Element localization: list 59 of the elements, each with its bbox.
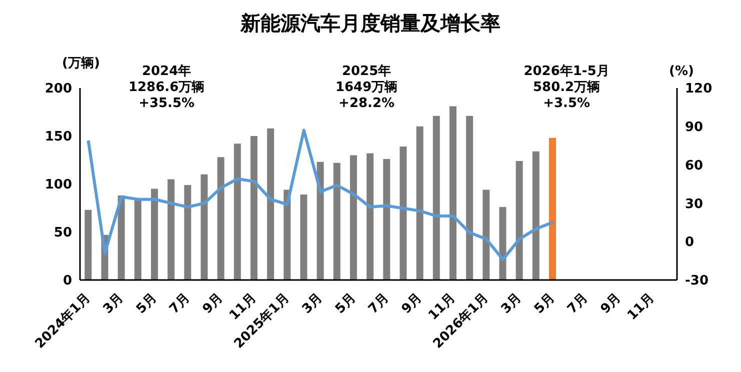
chart-title: 新能源汽车月度销量及增长率 xyxy=(239,10,502,37)
bar xyxy=(449,106,456,280)
y2-tick-label: 120 xyxy=(685,82,712,97)
bar xyxy=(168,179,175,280)
bar xyxy=(234,144,241,280)
bar xyxy=(400,146,407,280)
bar xyxy=(532,151,540,280)
bar xyxy=(217,157,224,280)
bar xyxy=(416,126,424,280)
y-tick-label: 100 xyxy=(44,178,72,193)
bar xyxy=(316,162,324,280)
y-tick-label: 200 xyxy=(44,82,72,97)
y-tick-label: 0 xyxy=(62,274,72,289)
bar xyxy=(250,136,258,280)
y2-tick-label: 60 xyxy=(685,158,704,174)
bar xyxy=(548,138,556,280)
x-tick-label: 9月 xyxy=(200,290,226,317)
x-tick-label: 5月 xyxy=(134,290,160,317)
y-axis-title: (万辆) xyxy=(62,55,100,72)
x-tick-label: 3月 xyxy=(100,290,127,317)
bar xyxy=(184,184,192,280)
bar xyxy=(118,196,125,280)
y2-axis-title: (%) xyxy=(669,64,694,79)
bar xyxy=(366,153,374,280)
y-tick-label: 50 xyxy=(54,226,72,241)
bar xyxy=(267,128,274,280)
x-tick-label: 9月 xyxy=(598,290,624,317)
x-tick-label: 3月 xyxy=(300,290,326,317)
bar xyxy=(466,116,474,280)
bar xyxy=(350,155,357,280)
bar xyxy=(432,116,440,280)
bar xyxy=(516,160,523,280)
y2-tick-label: 0 xyxy=(685,235,694,250)
bar xyxy=(499,207,506,280)
bar xyxy=(284,190,291,280)
bar xyxy=(482,190,490,280)
bar xyxy=(134,198,142,280)
x-tick-label: 7月 xyxy=(166,290,194,317)
line-series xyxy=(86,128,554,262)
y2-tick-label: 90 xyxy=(685,120,704,136)
bar xyxy=(84,210,92,280)
bar xyxy=(200,174,208,280)
x-tick-label: 9月 xyxy=(399,290,426,317)
y2-tick-label: -30 xyxy=(685,274,708,289)
y2-tick-label: 30 xyxy=(685,196,704,212)
x-tick-label: 7月 xyxy=(564,290,592,317)
x-tick-label: 3月 xyxy=(498,290,525,317)
bar xyxy=(150,188,158,280)
bar xyxy=(300,194,308,280)
bar xyxy=(333,162,340,280)
x-tick-label: 11月 xyxy=(624,290,658,324)
annotation: 2025年 1649万辆 +28.2% xyxy=(334,64,399,112)
x-tick-label: 5月 xyxy=(532,290,558,317)
annotation: 2024年 1286.6万辆 +35.5% xyxy=(127,64,206,112)
x-tick-label: 7月 xyxy=(366,290,392,317)
bar xyxy=(383,159,390,280)
x-tick-label: 5月 xyxy=(332,290,359,317)
annotation: 2026年1-5月 580.2万辆 +3.5% xyxy=(522,64,610,112)
y-tick-label: 150 xyxy=(44,130,72,145)
